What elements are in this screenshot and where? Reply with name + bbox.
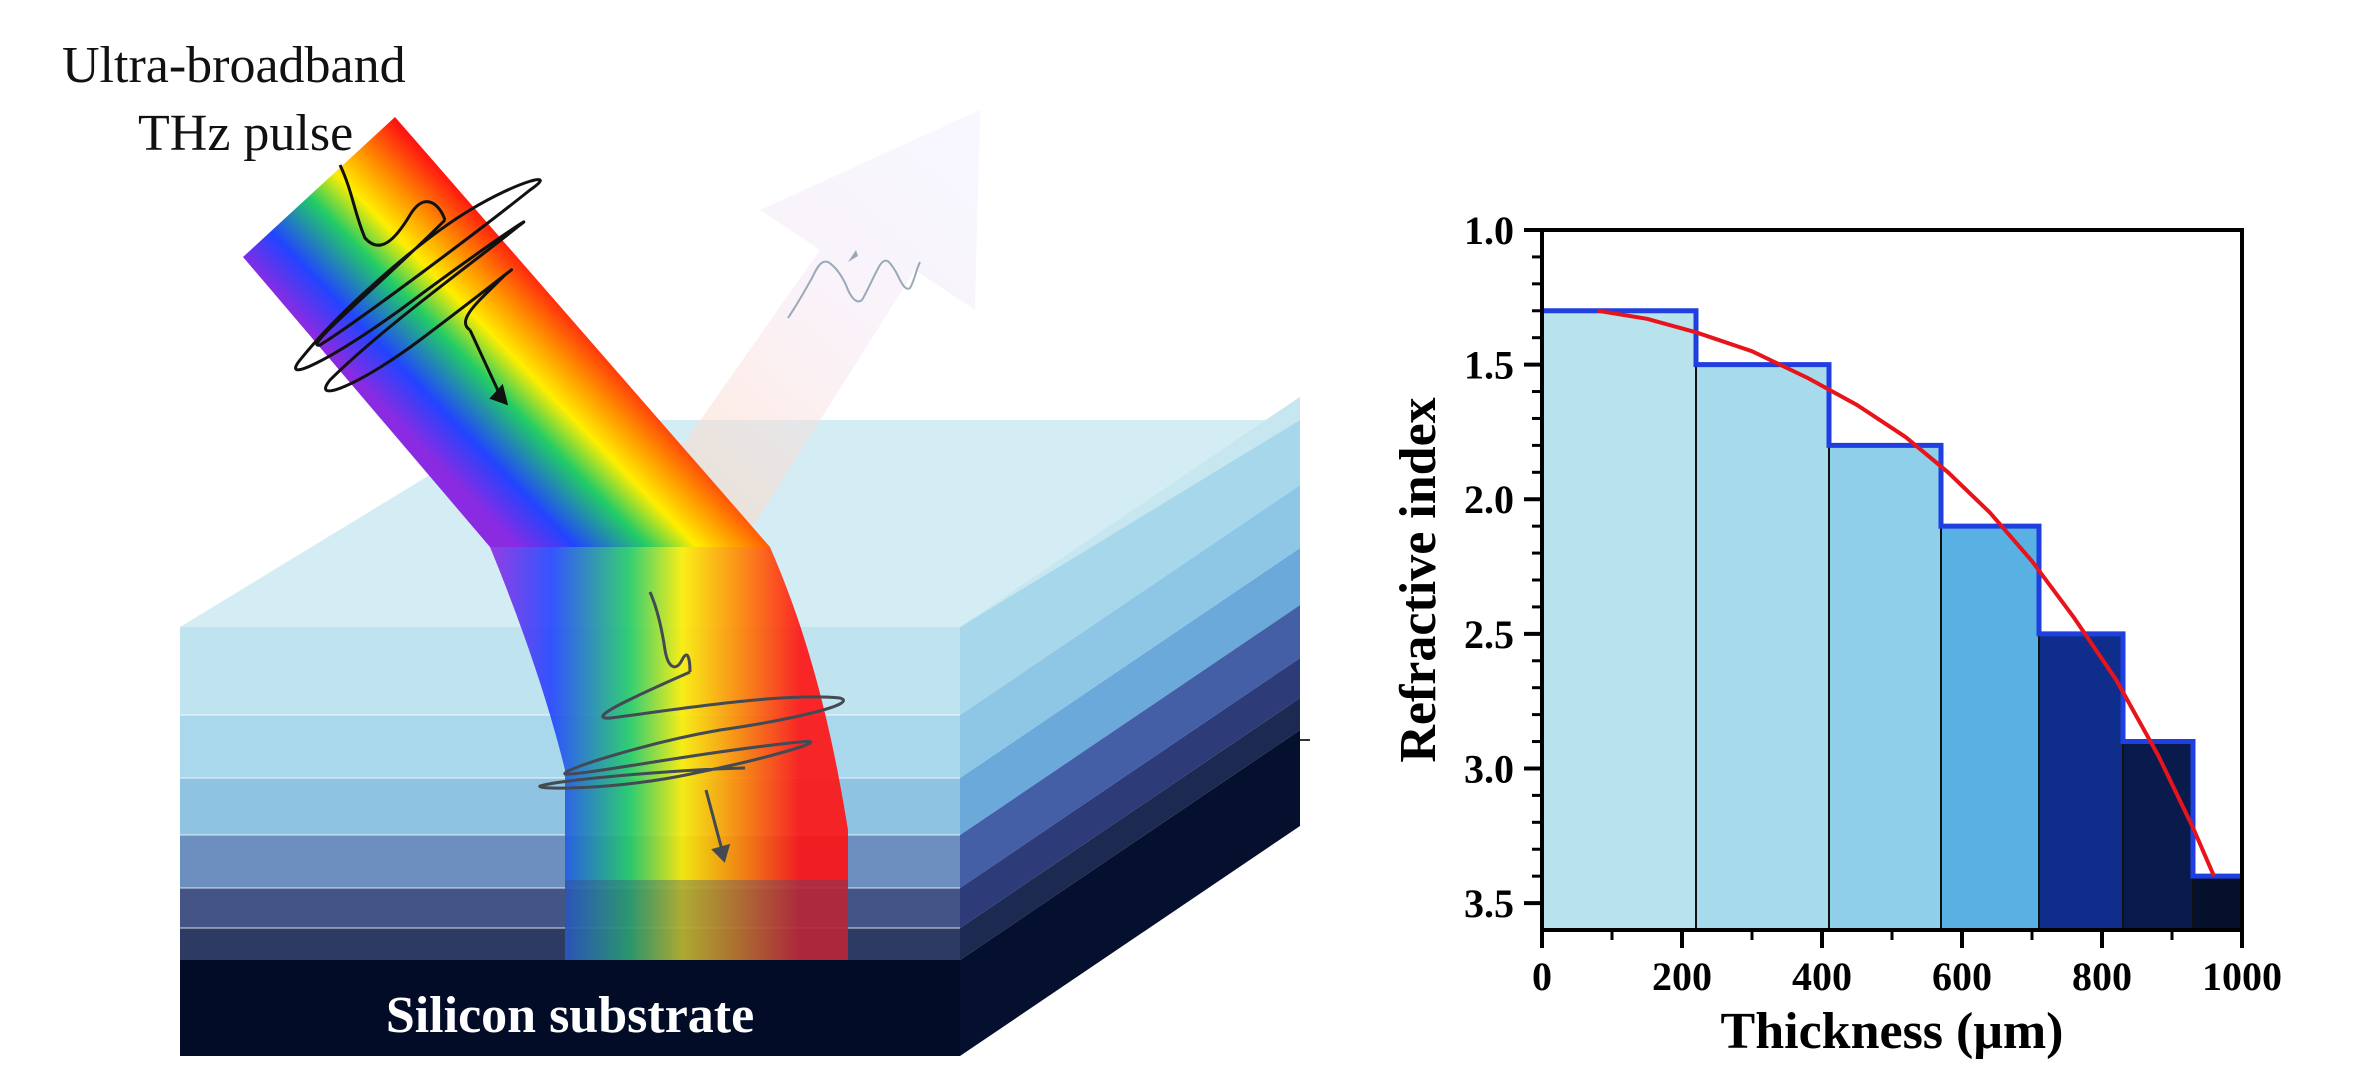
layer-7-side (960, 698, 1300, 960)
x-axis-label: Thickness (μm) (1721, 1003, 2064, 1060)
incident-label-line1: Ultra-broadband (62, 37, 406, 94)
y-tick-label: 2.0 (1464, 477, 1514, 522)
step-bars (1541, 309, 2243, 932)
step-bar-3 (1828, 444, 1942, 931)
substrate-label: Silicon substrate (386, 987, 754, 1044)
x-tick-label: 200 (1652, 954, 1712, 999)
step-bar-2 (1695, 363, 1830, 932)
y-axis-ticks: 1.0 1.5 2.0 2.5 3.0 3.5 (1464, 208, 1542, 926)
y-tick-label: 1.5 (1464, 343, 1514, 388)
y-axis-label: Refractive index (1390, 397, 1447, 762)
layer-3-side (960, 485, 1300, 778)
y-tick-label: 3.0 (1464, 746, 1514, 791)
silicon-substrate-side (960, 730, 1300, 1056)
reflected-beam (630, 110, 980, 555)
incident-beam (243, 117, 848, 960)
y-tick-label: 1.0 (1464, 208, 1514, 253)
step-outline (1542, 308, 2242, 879)
silicon-substrate-front (180, 960, 960, 1056)
y-tick-label: 3.5 (1464, 881, 1514, 926)
incident-pulse (294, 164, 542, 406)
x-tick-label: 800 (2072, 954, 2132, 999)
step-bar-7 (2192, 875, 2243, 932)
incident-label-line2: THz pulse (138, 105, 353, 162)
step-bar-4 (1940, 525, 2040, 932)
layer-5-side (960, 605, 1300, 888)
layer-4-side (960, 548, 1300, 835)
y-tick-label: 2.5 (1464, 612, 1514, 657)
x-axis-ticks: 0 200 400 600 800 1000 (1532, 930, 2282, 999)
fit-curve (1597, 308, 2216, 877)
step-bar-6 (2122, 740, 2194, 931)
layer-6-side (960, 658, 1300, 928)
x-tick-label: 600 (1932, 954, 1992, 999)
step-bar-5 (2038, 632, 2124, 931)
refractive-index-chart: 1.0 1.5 2.0 2.5 3.0 3.5 0 200 400 600 800 1000 Thi… (1390, 208, 2282, 1060)
x-tick-label: 1000 (2202, 954, 2282, 999)
x-tick-label: 400 (1792, 954, 1852, 999)
step-bar-1 (1541, 309, 1697, 931)
x-tick-label: 0 (1532, 954, 1552, 999)
layer-2-side (960, 397, 1300, 715)
layer-1-side (960, 397, 1300, 627)
refracted-pulse (538, 591, 845, 863)
reflected-pulse-wave (787, 259, 921, 319)
